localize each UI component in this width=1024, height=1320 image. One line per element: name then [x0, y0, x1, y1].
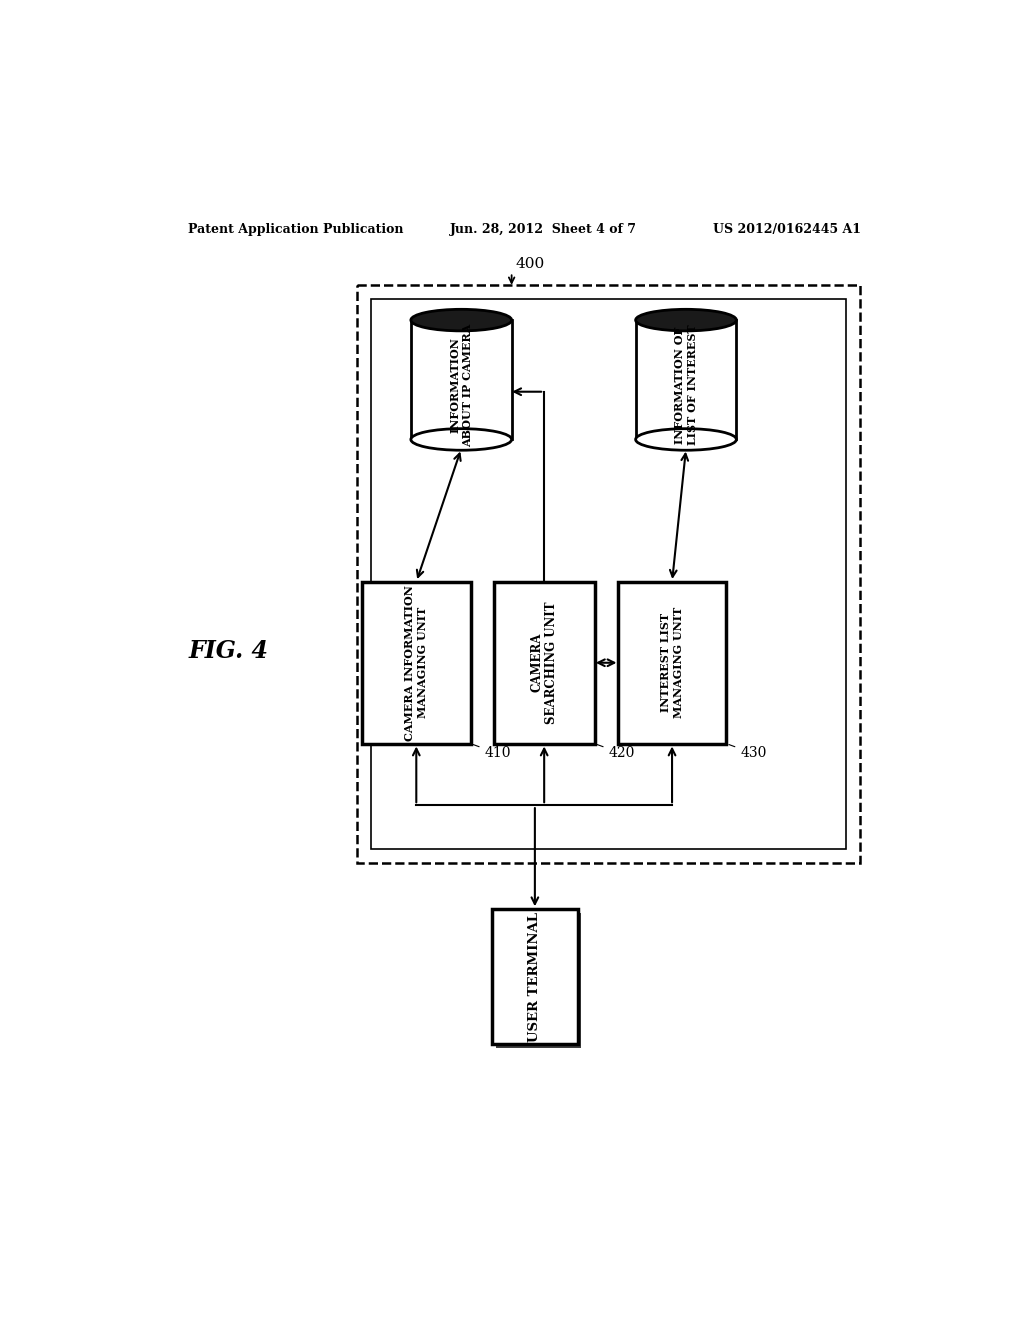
Ellipse shape — [411, 309, 512, 331]
Bar — [411, 321, 512, 440]
Ellipse shape — [411, 429, 512, 450]
Bar — [493, 909, 578, 1044]
Text: INTEREST LIST
MANAGING UNIT: INTEREST LIST MANAGING UNIT — [660, 607, 684, 718]
Text: 420: 420 — [597, 744, 635, 760]
Ellipse shape — [636, 429, 736, 450]
Bar — [356, 285, 860, 863]
Text: 400: 400 — [515, 257, 545, 271]
Bar — [494, 582, 595, 743]
Text: 430: 430 — [729, 744, 767, 760]
Text: 410: 410 — [473, 744, 511, 760]
Text: FIG. 4: FIG. 4 — [188, 639, 268, 663]
Bar — [371, 300, 847, 849]
Bar — [617, 582, 726, 743]
Bar — [636, 321, 736, 440]
Text: US 2012/0162445 A1: US 2012/0162445 A1 — [713, 223, 861, 236]
Text: INFORMATION
ABOUT IP CAMERA: INFORMATION ABOUT IP CAMERA — [450, 323, 473, 446]
Text: Jun. 28, 2012  Sheet 4 of 7: Jun. 28, 2012 Sheet 4 of 7 — [450, 223, 637, 236]
Text: INFORMATION OF
LIST OF INTEREST: INFORMATION OF LIST OF INTEREST — [674, 325, 698, 445]
Bar — [496, 913, 582, 1048]
Ellipse shape — [636, 309, 736, 331]
Bar — [362, 582, 471, 743]
Text: Patent Application Publication: Patent Application Publication — [188, 223, 403, 236]
Text: CAMERA
SEARCHING UNIT: CAMERA SEARCHING UNIT — [530, 602, 558, 723]
Text: CAMERA INFORMATION
MANAGING UNIT: CAMERA INFORMATION MANAGING UNIT — [404, 585, 428, 741]
Text: USER TERMINAL: USER TERMINAL — [528, 912, 542, 1041]
